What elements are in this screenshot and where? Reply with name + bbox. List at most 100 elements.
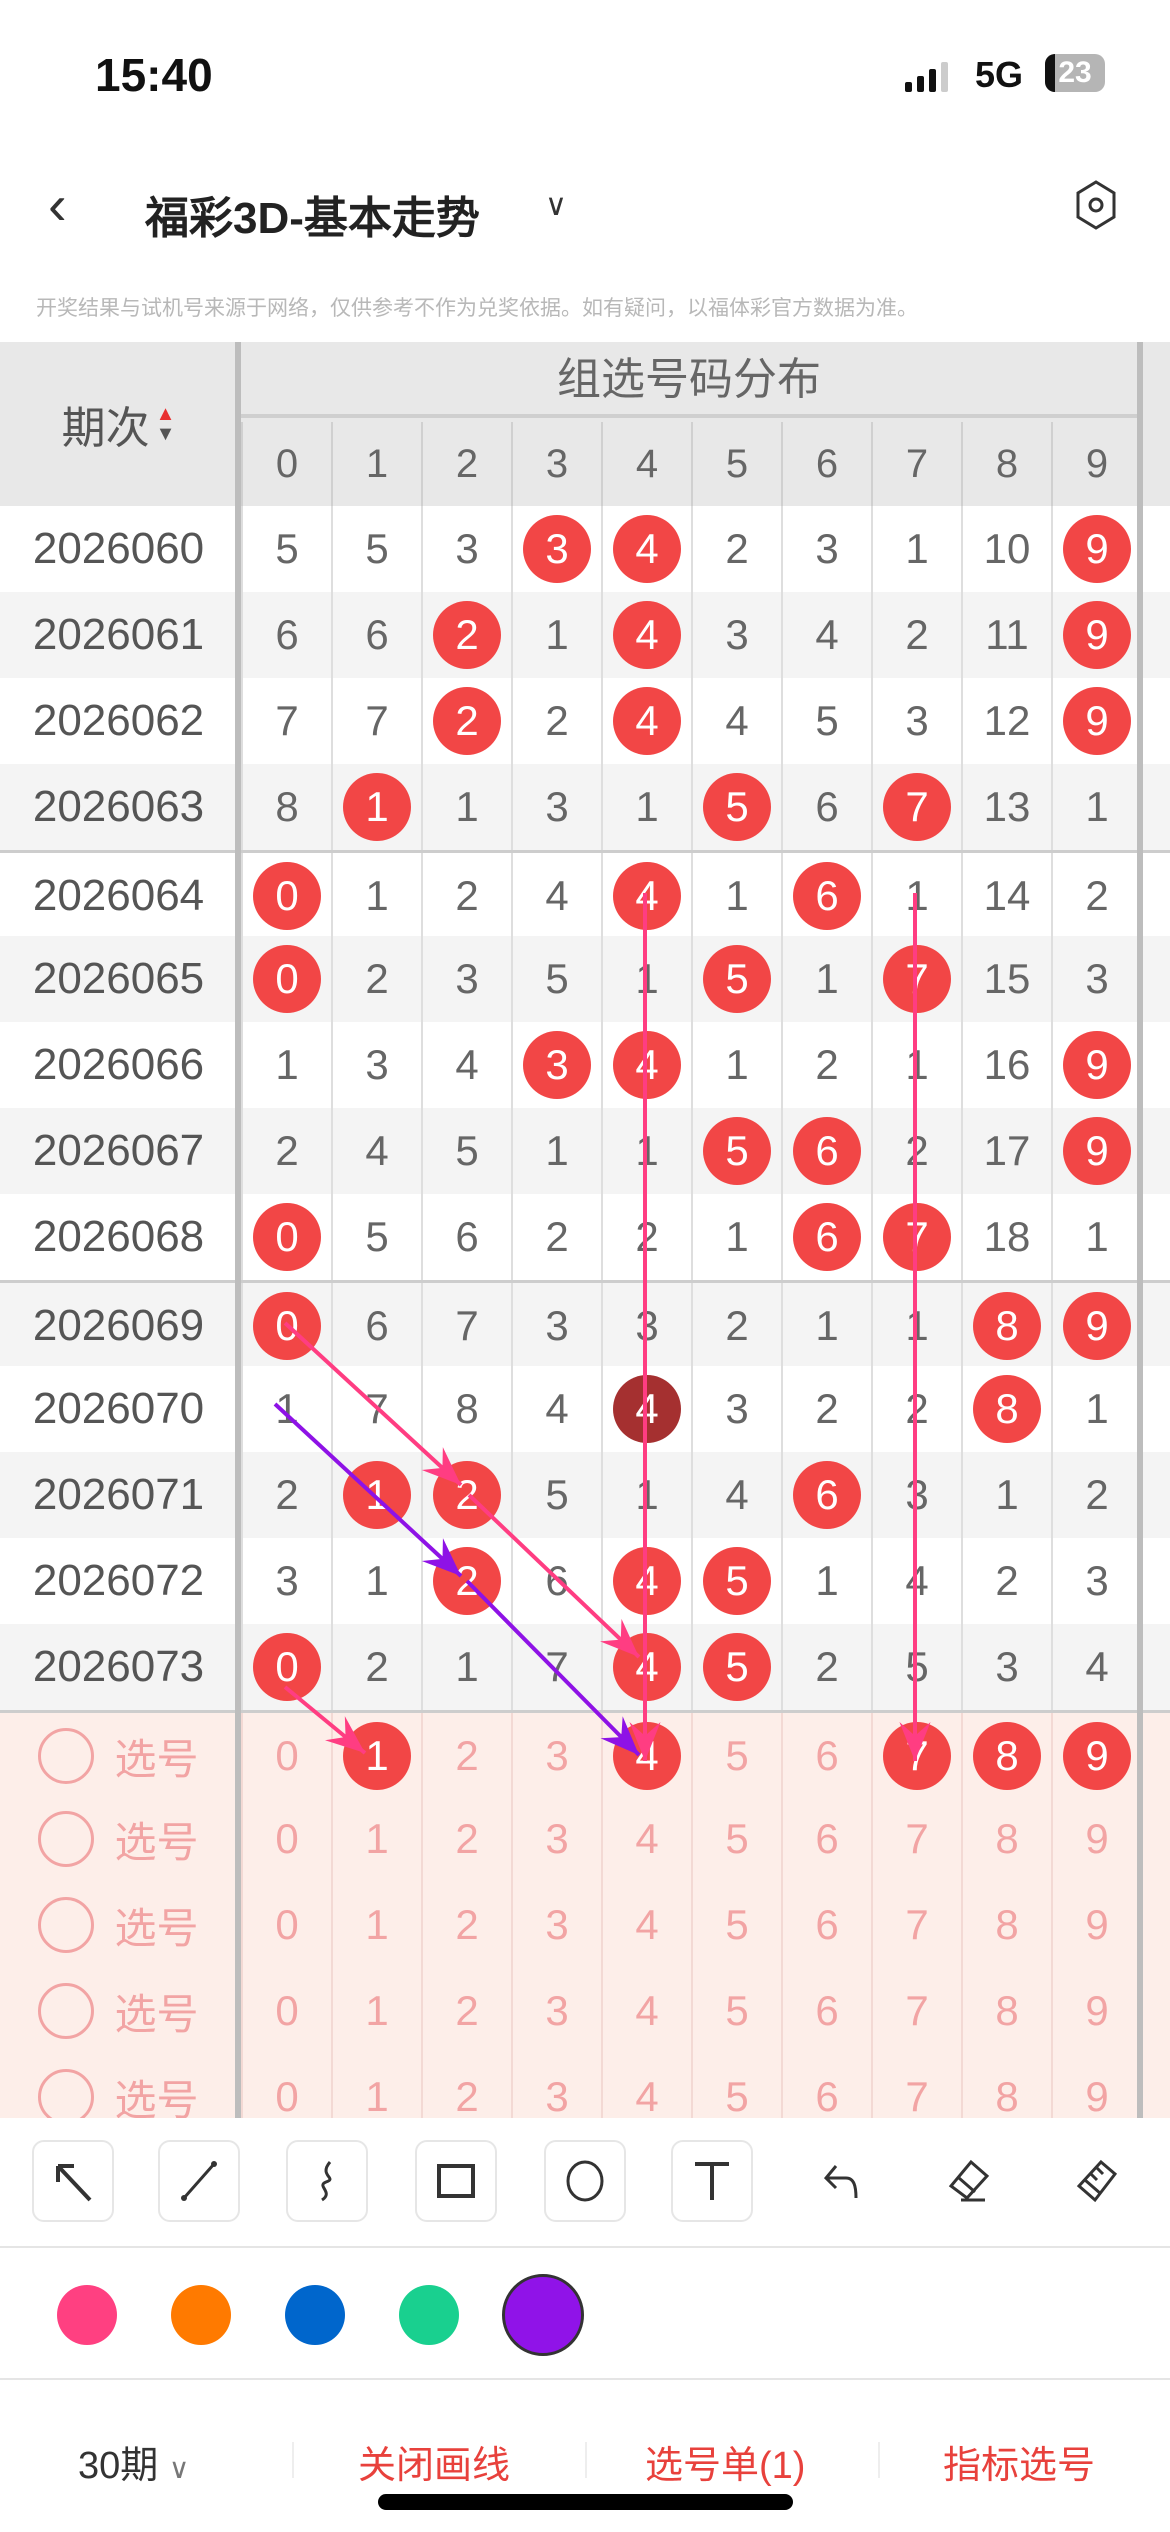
period-header[interactable]: 期次 ▲ ▼ (0, 342, 237, 506)
pick-number-cell[interactable]: 4 (601, 1882, 691, 1968)
line-tool[interactable] (158, 2140, 240, 2222)
miss-count: 2 (725, 1302, 749, 1349)
pick-number-cell[interactable]: 5 (691, 1713, 781, 1799)
pick-number-cell[interactable]: 8 (961, 1882, 1051, 1968)
pick-number-cell[interactable]: 1 (331, 1968, 421, 2054)
pick-number-cell[interactable]: 8 (961, 1713, 1051, 1799)
pick-number-cell[interactable]: 1 (331, 1882, 421, 1968)
pick-number-cell[interactable]: 0 (241, 1796, 331, 1882)
pick-number-cell[interactable]: 2 (421, 2054, 511, 2118)
pick-number-cell[interactable]: 2 (421, 1796, 511, 1882)
freehand-tool[interactable] (286, 2140, 368, 2222)
pick-number-cell[interactable]: 3 (511, 1882, 601, 1968)
indicator-pick-button[interactable]: 指标选号 (943, 2445, 1096, 2487)
pick-number-cell[interactable]: 7 (871, 1882, 961, 1968)
pick-number-cell[interactable]: 9 (1051, 1796, 1141, 1882)
pick-number-cell[interactable]: 5 (691, 2054, 781, 2118)
pick-toggle[interactable]: 选号 (38, 2067, 199, 2118)
pick-number-cell[interactable]: 4 (601, 1796, 691, 1882)
radio-circle-icon[interactable] (38, 1983, 95, 2039)
pick-number-cell[interactable]: 1 (331, 1796, 421, 1882)
pick-number-cell[interactable]: 3 (511, 1713, 601, 1799)
drawn-arrow-pink[interactable] (283, 1321, 463, 1487)
color-swatch-blue[interactable] (285, 2285, 345, 2345)
pick-number-cell[interactable]: 9 (1051, 1882, 1141, 1968)
pick-number-cell[interactable]: 1 (331, 2054, 421, 2118)
pick-number-cell[interactable]: 6 (781, 2054, 871, 2118)
close-drawing-button[interactable]: 关闭画线 (358, 2445, 511, 2487)
pick-number-cell[interactable]: 3 (511, 1968, 601, 2054)
pick-number-cell[interactable]: 6 (781, 1713, 871, 1799)
pick-number-cell[interactable]: 7 (871, 1796, 961, 1882)
pick-number-cell[interactable]: 9 (1051, 1968, 1141, 2054)
pick-number-cell[interactable]: 9 (1051, 2054, 1141, 2118)
miss-count: 8 (995, 1815, 1019, 1862)
pick-number-cell[interactable]: 1 (331, 1713, 421, 1799)
pick-list-button[interactable]: 选号单(1) (645, 2445, 806, 2487)
pick-toggle[interactable]: 选号 (38, 1726, 199, 1787)
pick-number-cell[interactable]: 2 (421, 1968, 511, 2054)
pick-button[interactable]: 选号 (0, 1882, 237, 1968)
pick-number-cell[interactable]: 5 (691, 1796, 781, 1882)
pick-number-cell[interactable]: 6 (781, 1882, 871, 1968)
circle-tool[interactable] (544, 2140, 626, 2222)
pick-number-cell[interactable]: 0 (241, 2054, 331, 2118)
pick-button[interactable]: 选号 (0, 2054, 237, 2118)
color-swatch-orange[interactable] (171, 2285, 231, 2345)
eraser-button[interactable] (927, 2140, 1009, 2222)
number-cell: 2 (871, 592, 961, 678)
pick-number-cell[interactable]: 8 (961, 1968, 1051, 2054)
pick-number-cell[interactable]: 8 (961, 2054, 1051, 2118)
pick-number-cell[interactable]: 9 (1051, 1713, 1141, 1799)
radio-circle-icon[interactable] (38, 1728, 95, 1784)
pick-toggle[interactable]: 选号 (38, 1981, 199, 2042)
settings-icon[interactable] (1075, 180, 1117, 230)
pick-number-cell[interactable]: 5 (691, 1968, 781, 2054)
color-swatch-pink[interactable] (57, 2285, 117, 2345)
drawn-arrow-purple[interactable] (465, 1579, 641, 1757)
pick-number-cell[interactable]: 6 (781, 1968, 871, 2054)
radio-circle-icon[interactable] (38, 1897, 95, 1953)
pick-number-cell[interactable]: 5 (691, 1882, 781, 1968)
pick-number-cell[interactable]: 7 (871, 1968, 961, 2054)
drawing-layer[interactable] (0, 342, 1170, 2118)
pick-button[interactable]: 选号 (0, 1713, 237, 1799)
pick-number-cell[interactable]: 4 (601, 1968, 691, 2054)
scrollbar[interactable] (1137, 342, 1143, 2118)
period-count-select[interactable]: 30期 ∨ (78, 2434, 189, 2489)
arrow-tool[interactable] (32, 2140, 114, 2222)
pick-number-cell[interactable]: 3 (511, 1796, 601, 1882)
pick-number-cell[interactable]: 4 (601, 2054, 691, 2118)
pick-number-cell[interactable]: 8 (961, 1796, 1051, 1882)
pick-number-cell[interactable]: 2 (421, 1713, 511, 1799)
hit-ball: 4 (613, 515, 681, 583)
chevron-left-icon[interactable]: ‹ (48, 173, 67, 236)
chevron-down-icon[interactable]: ∨ (545, 189, 567, 222)
page-title[interactable]: 福彩3D-基本走势 (145, 194, 480, 243)
drawn-arrow-pink[interactable] (467, 1493, 641, 1659)
text-tool[interactable] (671, 2140, 753, 2222)
pick-toggle[interactable]: 选号 (38, 1809, 199, 1870)
radio-circle-icon[interactable] (38, 2069, 95, 2118)
pick-number-cell[interactable]: 3 (511, 2054, 601, 2118)
rectangle-tool[interactable] (415, 2140, 497, 2222)
pick-number-cell[interactable]: 0 (241, 1882, 331, 1968)
color-swatch-purple-selected[interactable] (502, 2274, 584, 2356)
pick-number-cell[interactable]: 6 (781, 1796, 871, 1882)
pick-toggle[interactable]: 选号 (38, 1895, 199, 1956)
sort-icon[interactable]: ▲ ▼ (155, 403, 176, 445)
miss-count: 7 (905, 1901, 929, 1948)
miss-count: 8 (455, 1385, 479, 1432)
pick-button[interactable]: 选号 (0, 1968, 237, 2054)
pick-number-cell[interactable]: 7 (871, 2054, 961, 2118)
color-swatch-green[interactable] (399, 2285, 459, 2345)
pick-number-cell[interactable]: 0 (241, 1713, 331, 1799)
undo-button[interactable] (800, 2140, 882, 2222)
radio-circle-icon[interactable] (38, 1811, 95, 1867)
clear-button[interactable] (1055, 2140, 1137, 2222)
pick-number-cell[interactable]: 2 (421, 1882, 511, 1968)
pick-number-cell[interactable]: 0 (241, 1968, 331, 2054)
drawn-arrow-purple[interactable] (273, 1402, 463, 1578)
miss-count: 6 (815, 783, 839, 830)
pick-button[interactable]: 选号 (0, 1796, 237, 1882)
